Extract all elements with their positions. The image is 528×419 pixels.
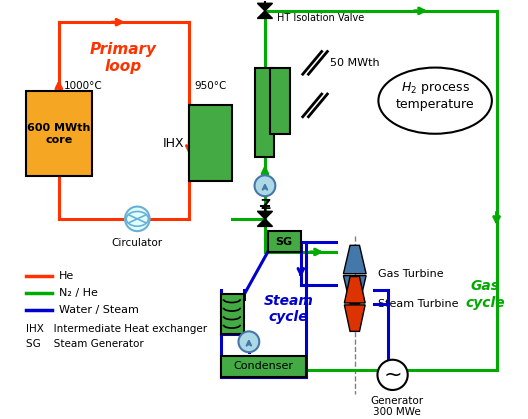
FancyBboxPatch shape: [190, 106, 232, 181]
Text: 600 MWth
core: 600 MWth core: [27, 123, 90, 145]
Polygon shape: [343, 246, 366, 274]
Text: 950°C: 950°C: [194, 81, 227, 91]
Text: Primary
loop: Primary loop: [90, 42, 157, 74]
FancyBboxPatch shape: [256, 67, 275, 158]
Text: Circulator: Circulator: [112, 238, 163, 248]
FancyBboxPatch shape: [221, 295, 244, 334]
Text: HT Isolation Valve: HT Isolation Valve: [277, 13, 364, 23]
Circle shape: [378, 360, 408, 390]
Text: Steam Turbine: Steam Turbine: [379, 299, 459, 309]
Circle shape: [239, 331, 259, 352]
Polygon shape: [343, 276, 366, 304]
Ellipse shape: [379, 67, 492, 134]
Text: Z: Z: [260, 198, 270, 212]
FancyBboxPatch shape: [26, 91, 92, 176]
Text: N₂ / He: N₂ / He: [59, 287, 98, 297]
Circle shape: [125, 207, 149, 231]
Polygon shape: [257, 219, 272, 226]
Polygon shape: [344, 277, 365, 303]
Text: $H_2$ process
temperature: $H_2$ process temperature: [396, 80, 475, 111]
FancyBboxPatch shape: [268, 231, 301, 252]
Text: ~: ~: [383, 365, 402, 385]
FancyBboxPatch shape: [221, 356, 306, 377]
Polygon shape: [257, 211, 272, 219]
Circle shape: [254, 176, 275, 196]
FancyBboxPatch shape: [270, 67, 290, 134]
Text: Condenser: Condenser: [233, 361, 293, 371]
Text: IHX   Intermediate Heat exchanger: IHX Intermediate Heat exchanger: [26, 323, 207, 334]
Text: Water / Steam: Water / Steam: [59, 305, 139, 315]
Text: He: He: [59, 271, 74, 281]
Text: Steam
cycle: Steam cycle: [263, 294, 314, 324]
Text: SG    Steam Generator: SG Steam Generator: [26, 339, 144, 349]
Text: 50 MWth: 50 MWth: [330, 58, 380, 68]
Text: Gas Turbine: Gas Turbine: [379, 269, 444, 279]
Text: Generator
300 MWe: Generator 300 MWe: [371, 396, 424, 417]
Text: 1000°C: 1000°C: [63, 81, 102, 91]
Polygon shape: [257, 3, 272, 11]
Text: IHX: IHX: [163, 137, 185, 150]
Text: SG: SG: [275, 237, 293, 246]
Polygon shape: [257, 11, 272, 18]
Polygon shape: [344, 305, 365, 331]
Text: Gas
cycle: Gas cycle: [466, 279, 505, 310]
